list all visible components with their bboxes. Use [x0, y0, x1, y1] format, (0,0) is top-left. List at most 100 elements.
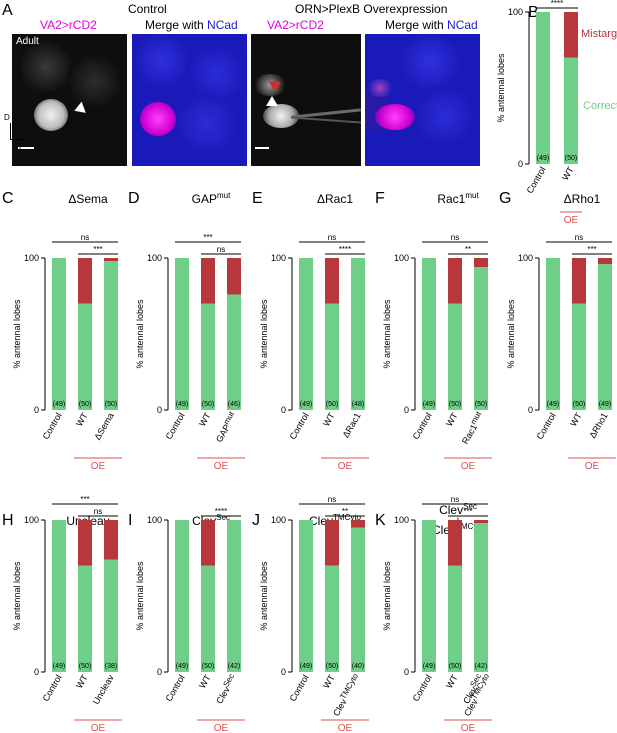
bar-correct	[598, 264, 612, 410]
title-part: GAP	[192, 192, 217, 206]
y-tick-label: 0	[34, 667, 39, 677]
panel-label-e: E	[252, 190, 263, 207]
n-label: (49)	[176, 401, 188, 408]
significance-label: ***	[80, 495, 89, 504]
significance-label: **	[465, 245, 471, 254]
title-part: TMCyto	[338, 672, 360, 701]
merge-label-control: Merge with NCad	[145, 18, 238, 32]
x-tick-label: WT	[444, 411, 460, 429]
title-part: WT	[444, 411, 460, 429]
y-tick-label: 100	[24, 253, 39, 263]
axis-l-label: L	[19, 143, 24, 152]
bar-correct	[351, 527, 365, 672]
title-part: Clev	[439, 503, 463, 517]
title-part: WT	[321, 673, 337, 691]
n-label: (49)	[53, 663, 65, 670]
bar-correct	[474, 523, 488, 672]
y-axis-label: % antennal lobes	[259, 299, 269, 369]
x-tick-label: WT	[560, 165, 576, 183]
x-tick-label: ΔSema	[92, 411, 115, 442]
bar-correct	[422, 520, 436, 672]
chart-title: Rac1mut	[437, 191, 479, 206]
bar-correct	[175, 258, 189, 410]
oe-label: OE	[338, 723, 353, 733]
x-tick-label: Control	[535, 411, 558, 441]
bar-correct	[104, 261, 118, 410]
chart-panel-i: I ClevSec 0 100 % antennal lobes (49) Control (…	[128, 507, 245, 733]
n-label: (50)	[105, 401, 117, 408]
y-tick-label: 0	[528, 405, 533, 415]
significance-label: **	[342, 507, 348, 516]
y-tick-label: 0	[34, 405, 39, 415]
y-tick-label: 100	[394, 253, 409, 263]
title-part: WT	[568, 411, 584, 429]
bar-correct	[52, 258, 66, 410]
micrograph-oe-merge	[365, 34, 480, 166]
y-tick-label: 100	[24, 515, 39, 525]
merge-stain: NCad	[207, 18, 238, 32]
bar-correct	[175, 520, 189, 672]
title-part: Control	[411, 411, 434, 441]
n-label: (49)	[547, 401, 559, 408]
micrograph-control-rcd2: Adult	[12, 34, 127, 166]
bar-mistarget	[474, 520, 488, 524]
channel-label-control: VA2>rCD2	[40, 18, 97, 32]
x-tick-label: WT	[74, 673, 90, 691]
chart-title: ΔSema	[68, 192, 108, 206]
x-tick-label: Control	[164, 411, 187, 441]
significance-label: ns	[328, 233, 336, 242]
bar-correct	[572, 303, 586, 410]
y-tick-label: 0	[404, 405, 409, 415]
oe-label: OE	[585, 461, 600, 472]
significance-label: ns	[217, 245, 225, 254]
y-axis-label: % antennal lobes	[496, 53, 506, 123]
title-part: ΔRho1	[587, 411, 609, 440]
title-part: Control	[41, 673, 64, 703]
n-label: (42)	[228, 663, 240, 670]
y-tick-label: 100	[147, 515, 162, 525]
chart-panel-e: E ΔRac1 0 100 % antennal lobes (49) Control (50…	[252, 190, 369, 472]
x-tick-label: Control	[525, 165, 548, 195]
title-part: Control	[164, 411, 187, 441]
y-tick-label: 100	[271, 253, 286, 263]
bar-correct	[325, 565, 339, 672]
panel-label-h: H	[2, 512, 14, 529]
bar-mistarget	[564, 12, 578, 58]
x-tick-label: WT	[321, 411, 337, 429]
n-label: (50)	[475, 401, 487, 408]
bar-mistarget	[572, 258, 586, 304]
bar-correct	[474, 267, 488, 410]
legend-mistarget: Mistarget	[581, 28, 617, 40]
title-part: WT	[74, 411, 90, 429]
title-part: Control	[41, 411, 64, 441]
oe-label: OE	[461, 723, 476, 733]
title-part: mut	[222, 409, 237, 426]
bar-correct	[299, 258, 313, 410]
title-part: Uncleav	[91, 673, 116, 707]
bar-mistarget	[325, 520, 339, 566]
significance-label: ****	[551, 0, 563, 8]
y-tick-label: 0	[157, 405, 162, 415]
panel-label-f: F	[375, 190, 385, 207]
x-tick-label: ΔRac1	[341, 411, 363, 439]
n-label: (49)	[423, 663, 435, 670]
x-tick-label: Control	[164, 673, 187, 703]
title-part: ΔSema	[92, 411, 115, 442]
y-tick-label: 100	[394, 515, 409, 525]
n-label: (38)	[105, 663, 117, 670]
oe-title: ORN>PlexB Overexpression	[295, 2, 448, 16]
legend-correct: Correct	[583, 100, 617, 112]
bar-mistarget	[474, 258, 488, 268]
axis-indicator: D	[4, 113, 22, 143]
bar-mistarget	[598, 258, 612, 265]
significance-label: ns	[94, 507, 102, 516]
title-part: Control	[288, 673, 311, 703]
arrowhead-red	[269, 82, 281, 92]
title-part: ΔRho1	[564, 192, 601, 206]
x-tick-label: WT	[197, 411, 213, 429]
significance-label: ns	[451, 495, 459, 504]
bar-mistarget	[78, 258, 92, 304]
